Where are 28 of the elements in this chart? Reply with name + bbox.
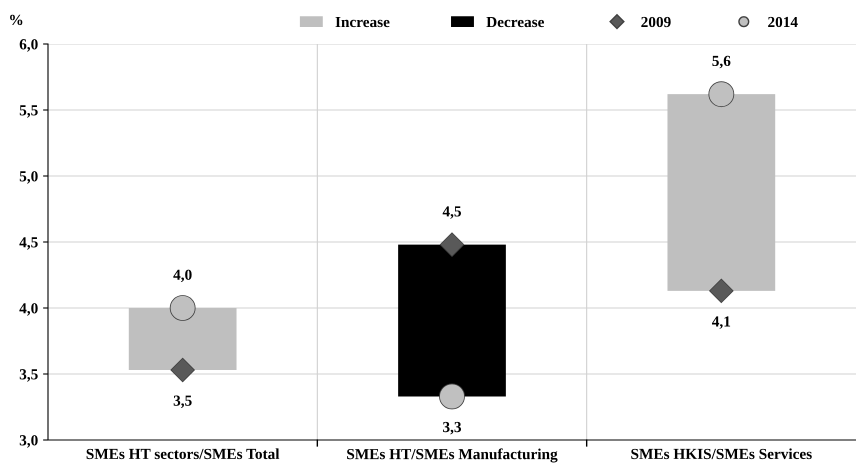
y-axis-title: % — [10, 14, 22, 26]
legend-label: 2009 — [641, 16, 671, 28]
y-tick-label: 5,5 — [20, 105, 38, 118]
y-tick-label: 6,0 — [20, 39, 38, 52]
point — [708, 81, 734, 108]
y-tick-label: 3,0 — [20, 435, 38, 448]
data-label: 3,3 — [443, 422, 462, 434]
y-tick-label: 3,5 — [20, 369, 38, 382]
data-label: 3,5 — [174, 396, 192, 408]
y-tick-label: 5,0 — [20, 171, 38, 184]
x-tick-label: SMEs HT/SMEs Manufacturing — [347, 448, 558, 462]
data-label: 5,6 — [712, 56, 730, 68]
x-tick-label: SMEs HT sectors/SMEs Total — [86, 448, 280, 460]
point — [170, 358, 195, 382]
data-label: 4,0 — [173, 270, 192, 282]
data-label: 4,5 — [442, 206, 461, 219]
point — [709, 278, 734, 304]
legend-label: Decrease — [486, 16, 544, 28]
point — [439, 384, 465, 410]
y-tick-label: 4,0 — [19, 303, 38, 316]
legend-label: Increase — [336, 16, 390, 28]
y-tick-label: 4,5 — [19, 237, 38, 250]
point — [170, 295, 196, 321]
bar — [398, 244, 506, 396]
point — [440, 232, 464, 257]
data-label: 4,1 — [712, 316, 730, 329]
x-tick-label: SMEs HKIS/SMEs Services — [631, 448, 812, 460]
legend-label: 2014 — [768, 16, 798, 28]
